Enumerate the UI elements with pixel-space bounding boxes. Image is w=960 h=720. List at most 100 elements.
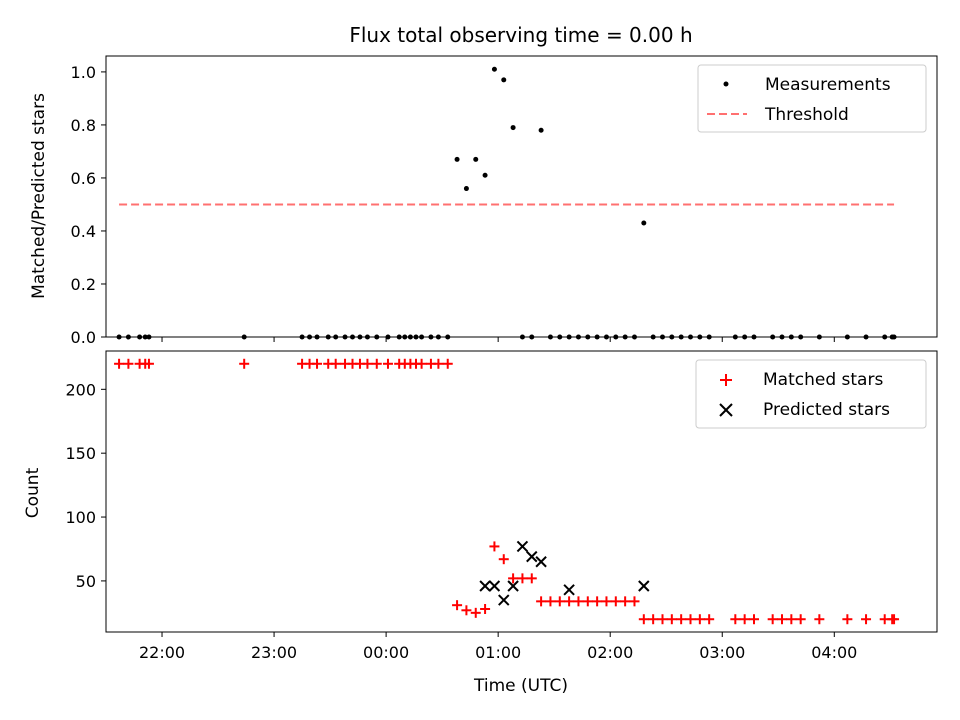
matched-stars-point — [861, 614, 872, 625]
measurements-point — [844, 334, 850, 340]
predicted-stars-point — [526, 550, 538, 563]
measurements-point — [364, 334, 370, 340]
measurements-point — [697, 334, 703, 340]
measurements-point — [445, 334, 451, 340]
x-axis-label: Time (UTC) — [473, 676, 568, 696]
measurements-point — [299, 334, 305, 340]
matched-stars-point — [730, 614, 741, 625]
matched-stars-point — [489, 541, 500, 552]
legend-label-matched-stars: Matched stars — [763, 370, 883, 390]
measurements-point — [407, 334, 413, 340]
measurements-point — [891, 334, 897, 340]
matched-stars-point — [676, 614, 687, 625]
matched-stars-point — [582, 596, 593, 607]
measurements-point — [241, 334, 247, 340]
legend-marker-measurements — [723, 81, 729, 87]
bottom-y-tick-label: 200 — [65, 380, 96, 399]
measurements-point — [613, 334, 619, 340]
measurements-point — [575, 334, 581, 340]
matched-stars-point — [629, 596, 640, 607]
predicted-stars-point — [488, 580, 501, 592]
measurements-point — [491, 66, 497, 72]
matched-stars-point — [657, 614, 668, 625]
bottom-legend-box — [695, 359, 927, 429]
predicted-stars-point — [535, 556, 547, 568]
matched-stars-point — [312, 358, 323, 369]
matched-stars-point — [416, 358, 427, 369]
measurements-point — [314, 334, 320, 340]
x-tick-label: 01:00 — [475, 643, 521, 662]
measurements-point — [669, 334, 675, 340]
measurements-point — [333, 334, 339, 340]
matched-stars-point — [573, 596, 584, 607]
measurements-point — [146, 334, 152, 340]
measurements-point — [357, 334, 363, 340]
matched-stars-point — [889, 614, 900, 625]
measurements-point — [349, 334, 355, 340]
matched-stars-point — [786, 614, 797, 625]
top-y-tick-label: 0.8 — [71, 116, 96, 135]
measurements-point — [413, 334, 419, 340]
top-y-tick-label: 0.0 — [71, 328, 96, 347]
measurements-point — [435, 334, 441, 340]
matched-stars-point — [648, 614, 659, 625]
measurements-point — [538, 127, 544, 133]
measurements-point — [307, 334, 313, 340]
predicted-stars-point — [507, 580, 519, 592]
measurements-point — [547, 334, 553, 340]
measurements-point — [510, 125, 516, 131]
measurements-point — [419, 334, 425, 340]
bottom-y-tick-label: 150 — [65, 444, 96, 463]
measurements-point — [594, 334, 600, 340]
predicted-stars-point — [479, 580, 491, 592]
measurements-point — [659, 334, 665, 340]
measurements-point — [473, 156, 479, 162]
measurements-point — [402, 334, 408, 340]
matched-stars-point — [694, 614, 705, 625]
matched-stars-point — [330, 358, 341, 369]
x-tick-label: 22:00 — [139, 643, 185, 662]
matched-stars-point — [610, 596, 621, 607]
measurements-point — [385, 334, 391, 340]
bottom-x-ticks: 22:00 23:00 00:00 01:00 02:00 03:00 04:00 — [139, 632, 857, 662]
measurements-point — [325, 334, 331, 340]
top-y-tick-label: 0.6 — [71, 169, 96, 188]
bottom-panel: 50 100 150 200 22:00 23:00 00:00 01:00 02:00 03:… — [23, 350, 938, 696]
top-y-tick-label: 0.4 — [71, 222, 96, 241]
matched-stars-point — [461, 605, 472, 616]
measurements-point — [585, 334, 591, 340]
matched-stars-point — [554, 596, 565, 607]
matched-stars-point — [842, 614, 853, 625]
bottom-series-layer — [114, 358, 900, 625]
predicted-stars-point — [638, 580, 650, 592]
predicted-stars-point — [563, 584, 575, 596]
measurements-point — [482, 172, 488, 178]
measurements-point — [603, 334, 609, 340]
measurements-point — [566, 334, 572, 340]
x-tick-label: 02:00 — [587, 643, 633, 662]
x-tick-label: 03:00 — [699, 643, 745, 662]
matched-stars-point — [685, 614, 696, 625]
matched-stars-point — [620, 596, 631, 607]
top-y-tick-label: 0.2 — [71, 275, 96, 294]
measurements-point — [863, 334, 869, 340]
matched-stars-point — [564, 596, 575, 607]
matched-stars-point — [545, 596, 556, 607]
matched-stars-point — [592, 596, 603, 607]
measurements-point — [137, 334, 143, 340]
measurements-point — [631, 334, 637, 340]
top-y-axis-label: Matched/Predicted stars — [29, 93, 49, 299]
measurements-point — [519, 334, 525, 340]
matched-stars-point — [638, 614, 649, 625]
top-legend-box — [697, 64, 927, 133]
measurements-point — [641, 220, 647, 226]
x-tick-label: 04:00 — [811, 643, 857, 662]
x-tick-label: 00:00 — [363, 643, 409, 662]
bottom-y-tick-label: 100 — [65, 508, 96, 527]
legend-marker-predicted-stars — [719, 403, 733, 417]
measurements-point — [770, 334, 776, 340]
matched-stars-point — [508, 573, 519, 584]
measurements-point — [428, 334, 434, 340]
matched-stars-point — [143, 358, 154, 369]
legend-marker-matched-stars — [720, 374, 732, 386]
